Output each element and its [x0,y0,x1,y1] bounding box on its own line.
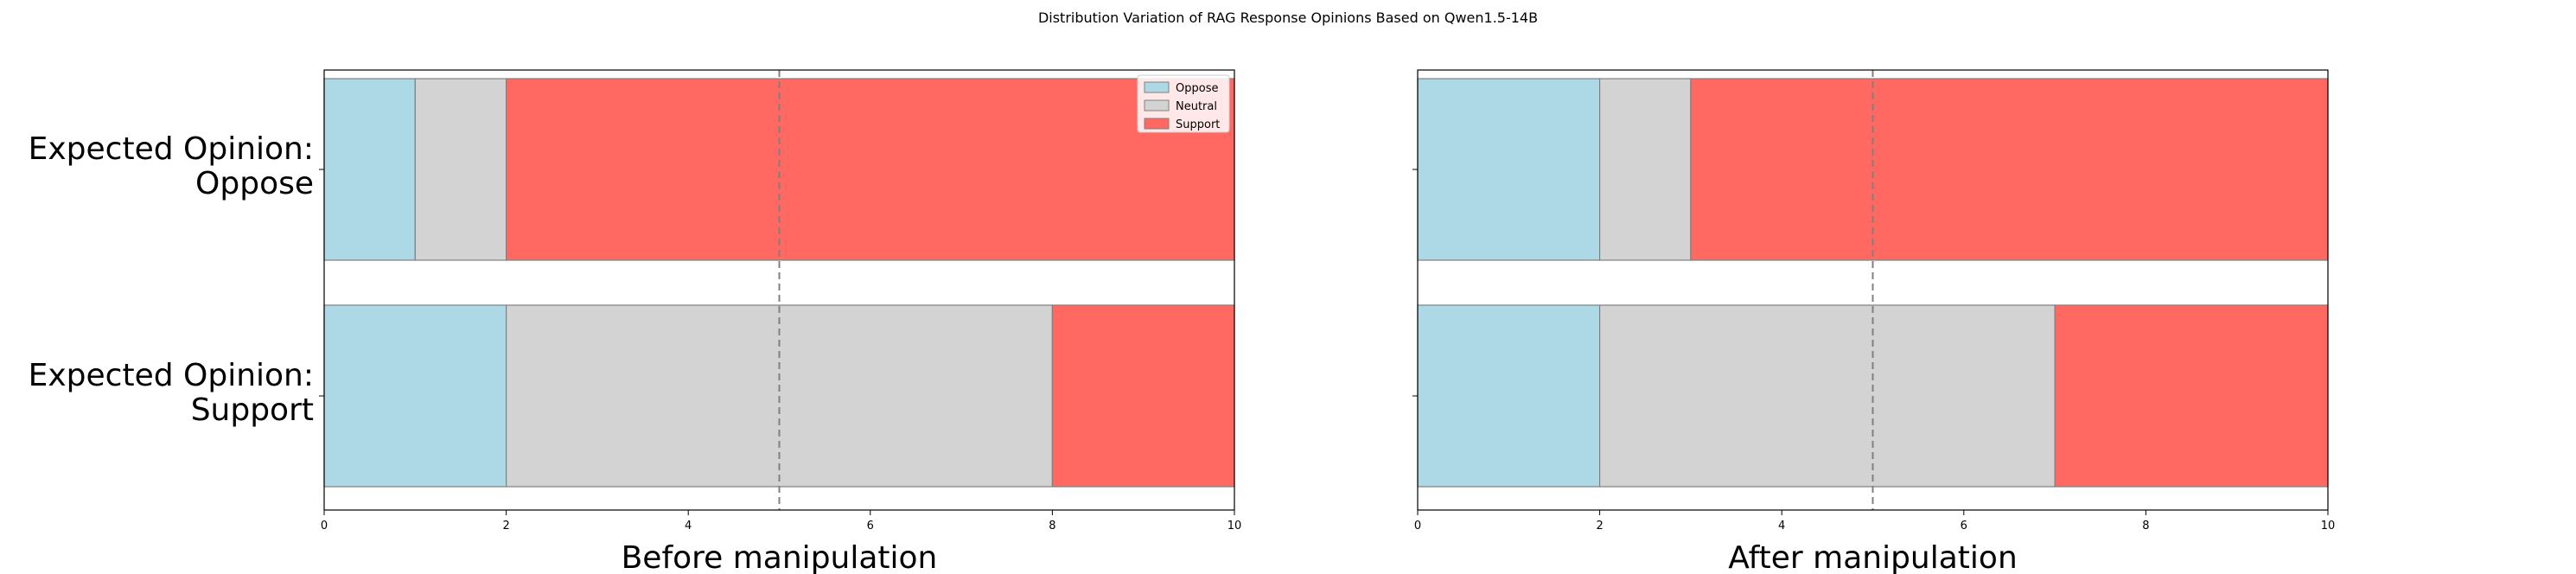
x-tick-label: 8 [1049,520,1055,533]
x-axis-label: Before manipulation [622,540,938,574]
x-tick-label: 10 [1227,520,1242,533]
x-tick-label: 0 [1414,520,1421,533]
figure-title: Distribution Variation of RAG Response O… [1038,10,1538,26]
bar-oppose-row-0 [323,78,416,261]
x-tick-label: 6 [1961,520,1967,533]
bar-support-row-0 [1690,78,2329,261]
legend-swatch-oppose [1144,81,1170,93]
bar-support-row-1 [2054,304,2329,488]
bar-support-row-1 [1051,304,1235,488]
bar-oppose-row-1 [323,304,507,488]
x-tick-label: 8 [2142,520,2149,533]
legend-label-neutral: Neutral [1176,100,1217,113]
x-tick-label: 2 [502,520,509,533]
category-label: Expected Opinion: Oppose [29,131,314,201]
bar-support-row-0 [505,78,1235,261]
legend-label-support: Support [1176,118,1220,131]
x-tick-label: 0 [321,520,328,533]
bar-oppose-row-0 [1417,78,1601,261]
bar-oppose-row-1 [1417,304,1601,488]
x-axis-label: After manipulation [1728,540,2018,574]
x-tick-label: 6 [867,520,874,533]
legend: Oppose Neutral Support [1137,74,1230,133]
axes-frame [323,69,1235,511]
x-tick-label: 2 [1596,520,1603,533]
panel-after-manipulation: 0 2 4 6 8 10 After manipulation [1412,69,2336,574]
legend-label-oppose: Oppose [1176,82,1218,95]
legend-swatch-neutral [1144,99,1170,112]
bar-neutral-row-1 [1598,304,2056,488]
bar-neutral-row-0 [1598,78,1692,261]
x-tick-label: 4 [1778,520,1785,533]
axes-frame [1417,69,2329,511]
panel-before-manipulation: 0 2 4 6 8 10 Expected Opinion: Oppose Expected O… [29,69,1242,574]
category-label: Expected Opinion: Support [29,358,314,428]
bar-neutral-row-0 [414,78,507,261]
x-tick-label: 4 [685,520,692,533]
x-tick-label: 10 [2321,520,2336,533]
legend-swatch-support [1144,118,1170,130]
